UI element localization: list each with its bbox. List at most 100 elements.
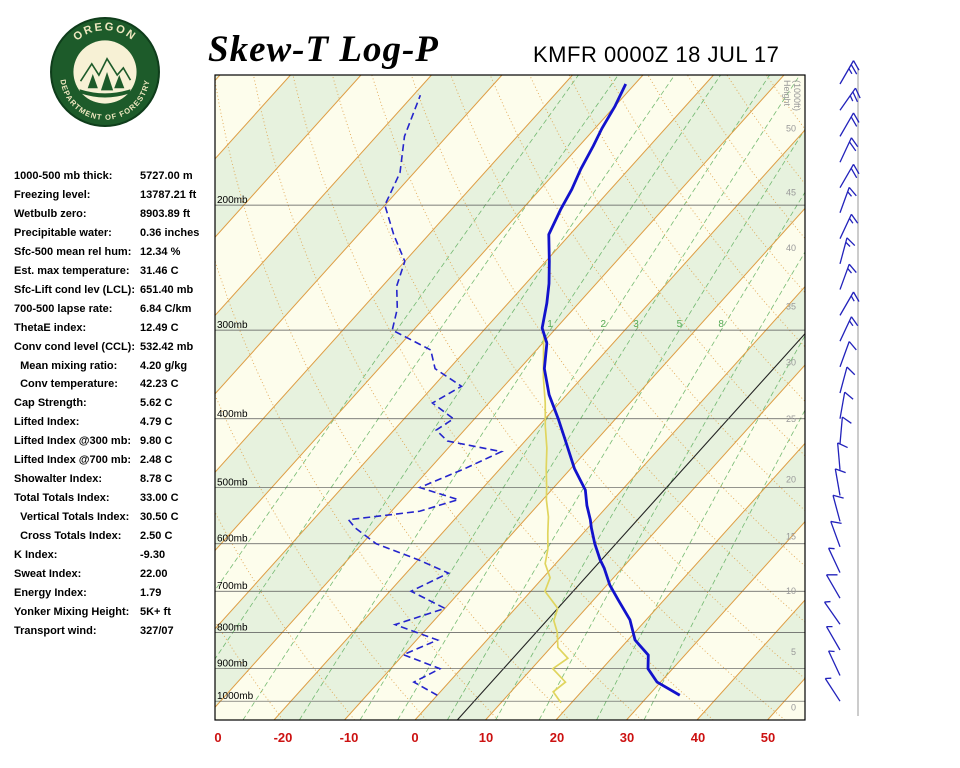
stat-value: 5.62 C — [140, 397, 173, 410]
stat-label: K Index: — [14, 549, 58, 562]
temperature-trace — [540, 83, 681, 697]
stat-value: 12.34 % — [140, 245, 181, 258]
wetbulb-trace — [542, 330, 570, 704]
stat-label: Lifted Index: — [14, 416, 80, 429]
stat-row: 700-500 lapse rate: 6.84 C/km — [14, 300, 219, 319]
stat-value: 8.78 C — [140, 473, 173, 486]
stat-value: -9.30 — [140, 549, 166, 562]
plot-field — [215, 75, 805, 720]
stat-value: 42.23 C — [140, 378, 179, 391]
svg-text:5: 5 — [677, 319, 683, 330]
stat-label: Transport wind: — [14, 624, 97, 637]
stat-label: 700-500 lapse rate: — [14, 302, 113, 315]
page-title: Skew-T Log-P — [208, 29, 439, 70]
svg-text:1: 1 — [547, 319, 553, 330]
pressure-axis-labels: 200mb 300mb 400mb 500mb 600mb 700mb 800mb 900mb… — [217, 195, 254, 702]
stat-row: Conv cond level (CCL): 532.42 mb — [14, 338, 219, 357]
stat-label: Total Totals Index: — [14, 492, 110, 505]
stat-value: 31.46 C — [140, 264, 179, 277]
stat-label: Vertical Totals Index: — [14, 511, 130, 524]
svg-text:40: 40 — [786, 243, 796, 253]
stat-row: Lifted Index @300 mb: 9.80 C — [14, 432, 219, 451]
stat-row: Lifted Index: 4.79 C — [14, 413, 219, 432]
stat-value: 33.00 C — [140, 492, 179, 505]
stat-label: Lifted Index @700 mb: — [14, 454, 132, 467]
stat-label: Freezing level: — [14, 188, 91, 201]
stat-label: 1000-500 mb thick: — [14, 170, 113, 182]
stat-row: Cross Totals Index: 2.50 C — [14, 527, 219, 546]
stat-row: ThetaE index: 12.49 C — [14, 319, 219, 338]
stat-label: Showalter Index: — [14, 473, 103, 486]
svg-text:800mb: 800mb — [217, 622, 248, 633]
stat-row: Cap Strength: 5.62 C — [14, 394, 219, 413]
svg-text:500mb: 500mb — [217, 478, 248, 489]
stat-row: Conv temperature: 42.23 C — [14, 375, 219, 394]
stat-row: Precipitable water: 0.36 inches — [14, 224, 219, 243]
stat-value: 651.40 mb — [140, 283, 194, 296]
stat-value: 22.00 — [140, 568, 168, 581]
stat-value: 2.48 C — [140, 454, 173, 467]
svg-text:300mb: 300mb — [217, 320, 248, 331]
stat-row: Est. max temperature: 31.46 C — [14, 262, 219, 281]
reference-isotherm — [456, 332, 805, 720]
stat-value: 4.20 g/kg — [140, 359, 188, 372]
stat-value: 0.36 inches — [140, 226, 200, 239]
svg-text:0: 0 — [411, 730, 418, 745]
stat-row: Vertical Totals Index: 30.50 C — [14, 508, 219, 527]
stat-row: Sfc-Lift cond lev (LCL): 651.40 mb — [14, 281, 219, 300]
stat-label: Energy Index: — [14, 586, 87, 599]
stat-row: Freezing level: 13787.21 ft — [14, 186, 219, 205]
stat-row: Energy Index: 1.79 — [14, 584, 219, 603]
stat-row: Sweat Index: 22.00 — [14, 565, 219, 584]
svg-text:1000mb: 1000mb — [217, 691, 254, 702]
svg-text:600mb: 600mb — [217, 534, 248, 545]
stat-value: 5727.00 m — [140, 170, 193, 182]
dewpoint-trace — [346, 94, 505, 696]
stat-label: Sfc-Lift cond lev (LCL): — [14, 283, 135, 296]
plot-border — [214, 74, 806, 721]
svg-text:2: 2 — [600, 319, 606, 330]
stat-row: Transport wind: 327/07 — [14, 622, 219, 641]
pressure-gridlines — [215, 204, 805, 702]
stat-label: Cap Strength: — [14, 397, 87, 410]
stat-label: Conv temperature: — [14, 378, 118, 391]
svg-text:0: 0 — [791, 702, 796, 712]
stats-panel: 1000-500 mb thick: 5727.00 m Freezing leve… — [14, 167, 219, 641]
svg-text:700mb: 700mb — [217, 581, 248, 592]
svg-text:15: 15 — [786, 531, 796, 541]
station-time: KMFR 0000Z 18 JUL 17 — [533, 42, 780, 67]
svg-text:50: 50 — [786, 124, 796, 134]
stat-value: 1.79 — [140, 586, 162, 599]
svg-text:10: 10 — [479, 730, 493, 745]
mixing-ratio-labels: 1 2 3 5 8 — [547, 319, 724, 330]
stat-row: Showalter Index: 8.78 C — [14, 470, 219, 489]
stat-row: Mean mixing ratio: 4.20 g/kg — [14, 357, 219, 376]
svg-text:50: 50 — [761, 730, 775, 745]
stat-row: Wetbulb zero: 8903.89 ft — [14, 205, 219, 224]
temperature-axis-labels: 0 -20 -10 0 10 20 30 40 50 — [214, 730, 775, 745]
stat-value: 8903.89 ft — [140, 207, 191, 220]
svg-text:30: 30 — [620, 730, 634, 745]
wind-barb-column — [823, 60, 861, 716]
stat-row: K Index: -9.30 — [14, 546, 219, 565]
svg-text:5: 5 — [791, 647, 796, 657]
stat-row: Lifted Index @700 mb: 2.48 C — [14, 451, 219, 470]
stat-label: ThetaE index: — [14, 321, 87, 334]
stat-label: Lifted Index @300 mb: — [14, 435, 132, 448]
stat-value: 30.50 C — [140, 511, 179, 524]
logo-forest-scene — [79, 57, 132, 98]
svg-text:Height: Height — [782, 80, 792, 107]
stat-label: Conv cond level (CCL): — [14, 340, 136, 353]
svg-text:200mb: 200mb — [217, 195, 248, 206]
svg-text:900mb: 900mb — [217, 659, 248, 670]
svg-text:0: 0 — [214, 730, 221, 745]
stat-label: Mean mixing ratio: — [14, 359, 118, 372]
stat-label: Precipitable water: — [14, 226, 112, 239]
odf-logo: OREGON DEPARTMENT OF FORESTRY — [50, 17, 160, 127]
stat-value: 5K+ ft — [140, 605, 171, 618]
stat-row: Total Totals Index: 33.00 C — [14, 489, 219, 508]
svg-text:25: 25 — [786, 414, 796, 424]
svg-text:20: 20 — [786, 474, 796, 484]
